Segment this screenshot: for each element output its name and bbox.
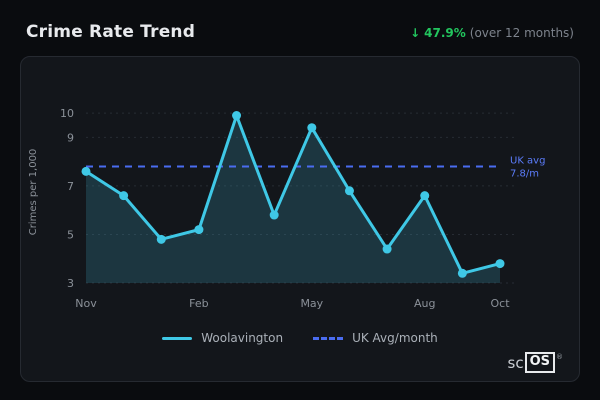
data-point[interactable] — [495, 259, 505, 269]
y-tick-label: 10 — [60, 107, 74, 120]
data-point[interactable] — [420, 191, 430, 201]
page-title: Crime Rate Trend — [26, 22, 196, 42]
chart-container: 3 5 7 9 10 Nov Feb May Aug Oct Crimes per 1,000 UK … — [22, 71, 578, 327]
trend-indicator: ↓ 47.9% (over 12 months) — [410, 26, 574, 40]
data-point[interactable] — [307, 123, 317, 133]
legend-label-uk-avg: UK Avg/month — [352, 331, 438, 345]
logo-prefix: sc — [507, 353, 524, 372]
y-tick-label: 5 — [67, 228, 74, 241]
registered-trademark-icon: ® — [556, 352, 563, 361]
area-fill — [86, 115, 500, 283]
trend-period: (over 12 months) — [469, 26, 574, 40]
trend-value: 47.9% — [424, 26, 466, 40]
legend-label-woolavington: Woolavington — [201, 331, 284, 345]
logo-os-box: OS — [524, 352, 555, 373]
x-tick-label: Aug — [414, 297, 435, 310]
data-point[interactable] — [344, 186, 354, 196]
y-axis-label: Crimes per 1,000 — [28, 149, 39, 236]
y-tick-label: 7 — [67, 180, 74, 193]
crime-trend-chart[interactable]: 3 5 7 9 10 Nov Feb May Aug Oct Crimes per 1,000 UK … — [22, 71, 578, 327]
uk-avg-label-line1: UK avg — [510, 156, 545, 167]
uk-avg-label-line2: 7.8/m — [510, 169, 539, 180]
data-point[interactable] — [194, 225, 204, 235]
chart-legend: Woolavington UK Avg/month — [21, 331, 579, 345]
chart-card: 3 5 7 9 10 Nov Feb May Aug Oct Crimes per 1,000 UK … — [20, 56, 580, 382]
line-swatch-icon — [162, 336, 193, 340]
data-point[interactable] — [81, 166, 91, 176]
x-tick-label: Feb — [189, 297, 208, 310]
x-tick-label: Oct — [490, 297, 510, 310]
data-point[interactable] — [156, 234, 166, 244]
x-tick-label: Nov — [75, 297, 97, 310]
legend-item-uk-avg[interactable]: UK Avg/month — [313, 331, 438, 345]
data-point[interactable] — [232, 111, 242, 121]
data-point[interactable] — [382, 244, 392, 254]
y-tick-label: 3 — [67, 277, 74, 290]
y-tick-label: 9 — [67, 131, 74, 144]
scos-logo: sc OS ® — [508, 352, 563, 373]
x-tick-label: May — [300, 297, 323, 310]
data-point[interactable] — [119, 191, 129, 201]
data-point[interactable] — [269, 210, 279, 220]
legend-item-woolavington[interactable]: Woolavington — [162, 331, 283, 345]
trend-arrow-icon: ↓ — [410, 26, 421, 40]
crime-trend-line — [84, 114, 502, 275]
page-header: Crime Rate Trend ↓ 47.9% (over 12 months… — [0, 0, 600, 56]
dashed-line-swatch-icon — [313, 336, 344, 340]
data-point[interactable] — [457, 268, 467, 278]
